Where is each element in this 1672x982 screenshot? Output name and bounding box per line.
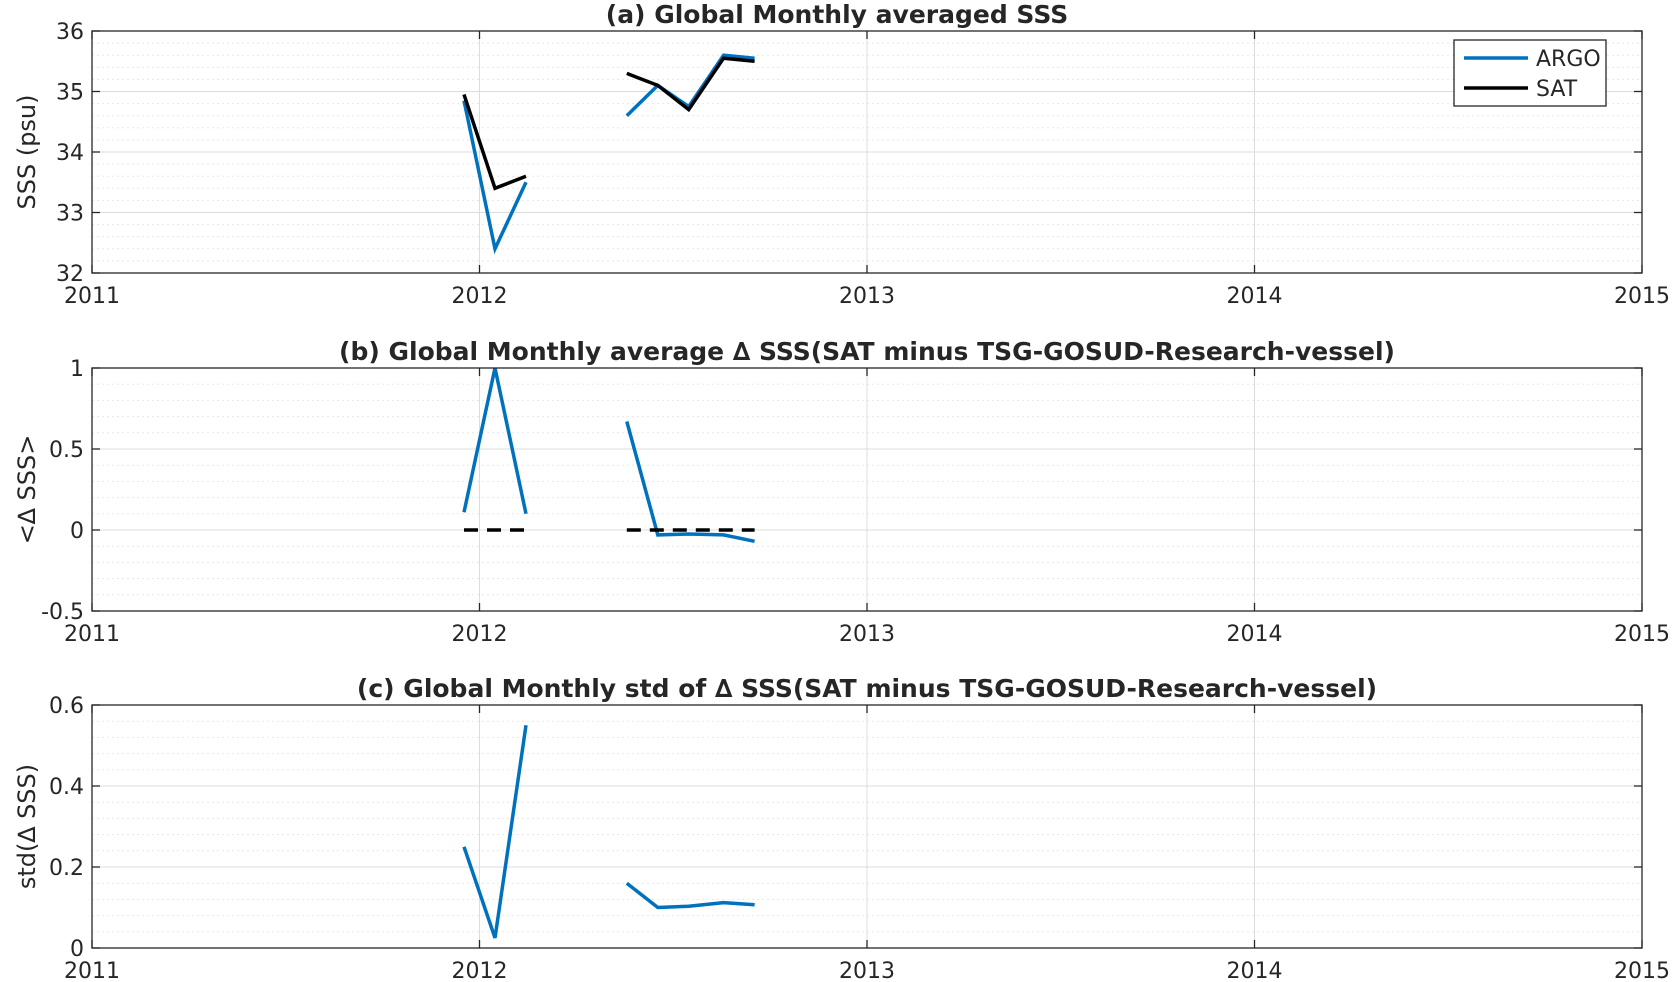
chart-panel-b: 2011 2012 2013 2014 2015 -0.5 0 0.5 1 (b) Global … <box>13 337 1670 647</box>
y-tick-label: -0.5 <box>41 600 84 625</box>
y-tick-label: 0 <box>70 937 84 962</box>
x-tick-label: 2012 <box>452 959 508 982</box>
series-line-series0-segment-1 <box>625 421 755 544</box>
x-tick-label: 2011 <box>64 959 120 982</box>
y-tick-label: 34 <box>56 141 84 166</box>
chart-panel-c: 2011 2012 2013 2014 2015 0 0.2 0.4 0.6 (c) Global… <box>13 674 1670 982</box>
y-tick-label: 35 <box>56 81 84 106</box>
x-tick-label: 2015 <box>1614 284 1670 309</box>
series-line-sat-segment-0 <box>462 93 527 191</box>
chart-panel-a: 2011 2012 2013 2014 2015 32 33 34 35 36 (a) Global… <box>13 0 1670 309</box>
x-tick-label: 2011 <box>64 622 120 647</box>
series-line-argo-segment-0 <box>462 100 528 255</box>
x-tick-label: 2015 <box>1614 622 1670 647</box>
y-tick-label: 0.6 <box>49 694 84 719</box>
y-tick-label: 36 <box>56 20 84 45</box>
chart-title: (a) Global Monthly averaged SSS <box>606 0 1068 29</box>
x-tick-label: 2015 <box>1614 959 1670 982</box>
y-tick-label: 0.2 <box>49 856 84 881</box>
x-tick-label: 2012 <box>452 622 508 647</box>
series-line-series0-segment-0 <box>462 725 528 939</box>
x-tick-label: 2011 <box>64 284 120 309</box>
legend-label-argo: ARGO <box>1536 47 1601 72</box>
x-tick-label: 2014 <box>1227 284 1283 309</box>
x-tick-label: 2014 <box>1227 622 1283 647</box>
x-tick-label: 2014 <box>1227 959 1283 982</box>
y-axis-label: SSS (psu) <box>13 94 41 209</box>
x-tick-label: 2013 <box>839 284 895 309</box>
legend-box <box>1453 39 1607 107</box>
y-tick-label: 32 <box>56 262 84 287</box>
x-tick-label: 2013 <box>839 622 895 647</box>
y-tick-label: 0 <box>70 519 84 544</box>
chart-title: (b) Global Monthly average ∆ SSS(SAT min… <box>339 337 1395 366</box>
series-line-series0-segment-1 <box>625 881 755 910</box>
series-line-sat-segment-1 <box>626 56 755 113</box>
y-axis-label: <∆ SSS> <box>13 435 41 545</box>
x-tick-label: 2012 <box>452 284 508 309</box>
y-tick-label: 1 <box>70 357 84 382</box>
legend-label-sat: SAT <box>1536 77 1578 102</box>
y-axis-label: std(∆ SSS) <box>13 764 41 889</box>
legend: ARGO SAT <box>1453 39 1607 107</box>
y-tick-label: 33 <box>56 202 84 227</box>
x-tick-label: 2013 <box>839 959 895 982</box>
y-tick-label: 0.4 <box>49 775 84 800</box>
chart-title: (c) Global Monthly std of ∆ SSS(SAT minu… <box>357 674 1377 703</box>
y-tick-label: 0.5 <box>49 438 84 463</box>
